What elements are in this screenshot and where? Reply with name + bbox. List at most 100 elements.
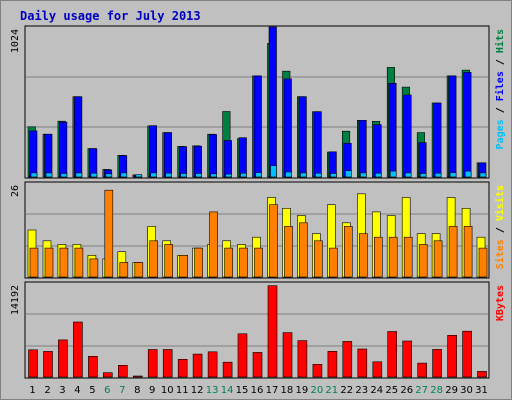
bar-kbytes-day-1 xyxy=(28,349,38,378)
bar-sites-day-9 xyxy=(149,240,158,278)
bar-pages-day-28 xyxy=(434,172,442,178)
bar-files-day-9 xyxy=(148,125,157,178)
bar-sites-day-5 xyxy=(89,258,99,278)
bar-sites-day-12 xyxy=(194,247,203,278)
right-label-part: Pages xyxy=(495,119,506,149)
x-tick-label-day-17: 17 xyxy=(266,385,279,396)
bar-pages-day-11 xyxy=(180,173,187,178)
bar-sites-day-14 xyxy=(224,247,233,278)
bar-sites-day-17 xyxy=(269,204,278,278)
bar-sites-day-13 xyxy=(209,211,218,278)
bar-sites-day-11 xyxy=(179,255,188,278)
x-tick-label-day-24: 24 xyxy=(370,385,383,396)
x-tick-label-day-20: 20 xyxy=(311,385,324,396)
x-tick-label-day-26: 26 xyxy=(400,385,413,396)
bar-files-day-16 xyxy=(253,75,262,178)
bar-files-day-4 xyxy=(74,96,83,178)
bar-kbytes-day-11 xyxy=(177,358,188,378)
bar-files-day-28 xyxy=(433,102,442,178)
bar-files-day-24 xyxy=(373,124,382,178)
bar-files-day-27 xyxy=(418,142,427,178)
bar-kbytes-day-23 xyxy=(357,348,368,378)
x-tick-label-day-19: 19 xyxy=(296,385,309,396)
bar-kbytes-day-3 xyxy=(58,339,68,378)
bar-sites-day-19 xyxy=(299,222,308,278)
bar-pages-day-17 xyxy=(270,165,277,178)
bar-pages-day-7 xyxy=(120,172,128,178)
bar-kbytes-day-19 xyxy=(297,340,308,378)
bar-pages-day-20 xyxy=(315,172,322,178)
x-tick-label-day-18: 18 xyxy=(281,385,294,396)
bar-sites-day-18 xyxy=(284,226,293,278)
bar-kbytes-day-28 xyxy=(432,349,442,378)
x-tick-label-day-2: 2 xyxy=(44,385,50,396)
chart-title: Daily usage for July 2013 xyxy=(20,9,201,23)
bar-pages-day-26 xyxy=(404,172,412,178)
bar-kbytes-day-30 xyxy=(462,330,472,378)
bar-kbytes-day-6 xyxy=(103,372,113,378)
bar-files-day-3 xyxy=(59,121,68,178)
x-tick-label-day-16: 16 xyxy=(251,385,264,396)
bar-files-day-19 xyxy=(298,96,307,178)
bar-files-day-10 xyxy=(163,132,172,178)
bar-sites-day-26 xyxy=(403,236,413,278)
bar-sites-day-4 xyxy=(74,247,84,278)
x-tick-label-day-22: 22 xyxy=(340,385,353,396)
bar-pages-day-27 xyxy=(419,173,427,178)
bar-files-day-25 xyxy=(388,83,397,178)
bar-kbytes-day-12 xyxy=(192,353,203,378)
right-label-part: KBytes xyxy=(495,285,506,321)
bar-kbytes-day-22 xyxy=(342,341,353,378)
right-label-part: / xyxy=(495,53,506,71)
bar-kbytes-day-17 xyxy=(267,285,278,378)
right-label-kbytes: KBytes xyxy=(495,285,506,321)
x-tick-label-day-13: 13 xyxy=(206,385,219,396)
bar-pages-day-13 xyxy=(210,173,217,178)
bar-kbytes-day-20 xyxy=(312,363,323,378)
right-label-part: / xyxy=(495,101,506,119)
bar-sites-day-10 xyxy=(164,244,173,278)
bar-sites-day-6 xyxy=(104,189,114,278)
bar-pages-day-8 xyxy=(135,174,143,178)
ymax-label-hits-files-pages: 1024 xyxy=(10,29,21,53)
bar-pages-day-5 xyxy=(90,172,98,178)
x-tick-label-day-31: 31 xyxy=(475,385,488,396)
bar-sites-day-31 xyxy=(478,247,488,278)
x-tick-label-day-7: 7 xyxy=(119,385,125,396)
bar-pages-day-2 xyxy=(45,172,53,178)
bar-files-day-29 xyxy=(448,75,457,178)
bar-kbytes-day-18 xyxy=(282,332,293,378)
bar-kbytes-day-8 xyxy=(133,375,143,378)
bar-files-day-14 xyxy=(223,140,232,178)
bar-kbytes-day-16 xyxy=(252,352,263,378)
bar-files-day-13 xyxy=(208,134,217,178)
bar-sites-day-15 xyxy=(239,247,248,278)
bar-kbytes-day-31 xyxy=(477,371,487,378)
bar-sites-day-22 xyxy=(343,226,353,278)
bar-sites-day-1 xyxy=(29,247,39,278)
ymax-label-kbytes: 14192 xyxy=(10,285,21,315)
ymax-label-visits-sites: 26 xyxy=(10,185,21,197)
right-label-part: Hits xyxy=(494,29,506,53)
bar-pages-day-31 xyxy=(479,172,487,178)
bar-files-day-2 xyxy=(44,133,53,178)
right-label-part: Files xyxy=(494,71,506,101)
bar-sites-day-20 xyxy=(314,240,323,278)
right-label-visits-sites: Sites / Visits xyxy=(494,185,506,269)
x-tick-label-day-15: 15 xyxy=(236,385,249,396)
x-tick-label-day-30: 30 xyxy=(460,385,473,396)
bar-kbytes-day-21 xyxy=(327,350,338,378)
bar-pages-day-24 xyxy=(374,172,382,178)
right-label-part: Sites xyxy=(494,239,506,269)
bar-kbytes-day-10 xyxy=(162,349,173,378)
bar-sites-day-29 xyxy=(448,226,458,278)
x-tick-label-day-12: 12 xyxy=(191,385,204,396)
bar-pages-day-6 xyxy=(105,173,113,178)
bar-sites-day-28 xyxy=(433,240,443,278)
x-tick-label-day-3: 3 xyxy=(59,385,65,396)
bar-kbytes-day-2 xyxy=(43,351,53,378)
bar-sites-day-2 xyxy=(44,247,54,278)
bar-kbytes-day-15 xyxy=(237,333,248,378)
bar-files-day-12 xyxy=(193,145,202,178)
x-tick-label-day-27: 27 xyxy=(415,385,428,396)
